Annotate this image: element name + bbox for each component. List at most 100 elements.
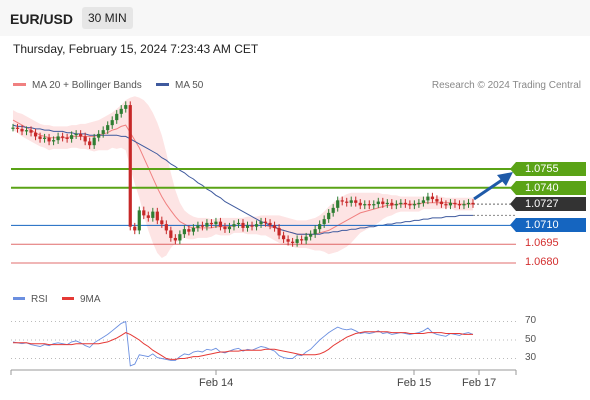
- candle-body: [97, 133, 101, 138]
- candle-body: [435, 199, 439, 202]
- candle-body: [250, 225, 254, 227]
- candle-body: [47, 137, 51, 142]
- candle-body: [214, 221, 218, 225]
- candle-body: [38, 136, 42, 139]
- candle-body: [254, 224, 259, 227]
- candle-body: [137, 210, 141, 231]
- candle-body: [331, 207, 335, 213]
- candle-body: [439, 201, 444, 205]
- candle-body: [263, 221, 268, 223]
- candle-body: [128, 105, 132, 227]
- rsi-line: [12, 320, 474, 367]
- candle-body: [412, 204, 416, 206]
- candle-body: [327, 212, 331, 220]
- candle-body: [65, 137, 69, 139]
- legend-rsi: RSI: [13, 294, 48, 305]
- candle-body: [363, 204, 367, 206]
- candle-body: [169, 230, 173, 238]
- candle-body: [83, 136, 87, 142]
- candle-body: [232, 224, 236, 227]
- candle-body: [241, 222, 245, 228]
- candle-body: [61, 136, 65, 138]
- candle-body: [119, 108, 123, 114]
- candle-body: [345, 201, 349, 203]
- candle-body: [101, 130, 105, 134]
- candle-body: [106, 125, 110, 131]
- candle-body: [173, 237, 177, 241]
- candle-body: [309, 234, 313, 237]
- candle-body: [295, 239, 299, 243]
- candle-body: [322, 219, 326, 225]
- candle-body: [124, 105, 128, 109]
- candle-body: [421, 200, 425, 203]
- candle-body: [11, 127, 15, 129]
- candle-body: [453, 202, 457, 205]
- datetime-label: Thursday, February 15, 2024 7:23:43 AM C…: [13, 42, 259, 56]
- rsi-tick-70: 70: [525, 315, 537, 326]
- ma20-swatch: [13, 82, 26, 86]
- legend-ma9-label: 9MA: [80, 294, 101, 305]
- candle-body: [160, 220, 164, 225]
- candle-body: [151, 211, 155, 218]
- candle-body: [133, 226, 137, 231]
- candle-body: [79, 133, 83, 137]
- candle-body: [88, 141, 92, 146]
- candle-body: [403, 202, 407, 205]
- candle-body: [164, 224, 168, 231]
- top-bar: EUR/USD 30 MIN: [0, 0, 590, 36]
- legend-ma50: MA 50: [156, 80, 203, 91]
- ma9-swatch: [62, 296, 74, 300]
- candle-body: [376, 201, 380, 205]
- candle-body: [245, 225, 250, 228]
- candle-body: [399, 202, 403, 205]
- candle-body: [277, 227, 281, 236]
- rsi-tick-50: 50: [525, 334, 537, 345]
- candle-body: [381, 201, 385, 205]
- candle-body: [218, 221, 223, 227]
- candle-body: [349, 200, 353, 203]
- candle-body: [74, 133, 78, 136]
- candle-body: [92, 137, 96, 146]
- level-label-10680: 1.0680: [525, 256, 559, 268]
- candle-body: [336, 200, 340, 208]
- ma50-swatch: [156, 82, 169, 86]
- rsi-tick-30: 30: [525, 352, 537, 363]
- candle-body: [385, 202, 389, 205]
- forecast-arrow-head: [497, 172, 513, 186]
- legend-ma9: 9MA: [62, 294, 101, 305]
- candle-body: [268, 222, 272, 226]
- ma9-line: [13, 331, 473, 360]
- candle-body: [462, 204, 466, 206]
- currency-pair: EUR/USD: [10, 11, 74, 27]
- candle-body: [457, 204, 462, 206]
- candle-body: [471, 202, 475, 205]
- candle-body: [313, 229, 317, 235]
- candle-body: [227, 226, 232, 230]
- candle-body: [110, 120, 114, 126]
- level-tag-10755: 1.0755: [510, 162, 586, 176]
- candle-body: [426, 196, 430, 201]
- legend-ma20: MA 20 + Bollinger Bands: [13, 80, 142, 91]
- candle-body: [286, 239, 290, 242]
- level-tag-10710: 1.0710: [510, 218, 586, 233]
- candle-body: [56, 136, 60, 141]
- candle-body: [209, 222, 214, 225]
- candle-body: [182, 229, 186, 235]
- candle-body: [15, 127, 20, 129]
- candle-body: [444, 204, 448, 206]
- level-label-10695: 1.0695: [525, 237, 559, 250]
- candle-body: [259, 221, 263, 225]
- candle-body: [146, 215, 150, 218]
- candle-body: [223, 226, 227, 230]
- x-label-feb15: Feb 15: [397, 377, 432, 389]
- candle-body: [33, 132, 38, 137]
- bollinger-band: [13, 96, 473, 258]
- candle-body: [394, 204, 398, 206]
- candle-body: [187, 229, 191, 232]
- candle-body: [205, 222, 209, 227]
- x-label-feb17: Feb 17: [462, 377, 497, 389]
- candle-body: [417, 202, 421, 205]
- candle-body: [178, 234, 182, 241]
- timeframe-button[interactable]: 30 MIN: [82, 7, 133, 29]
- candle-body: [291, 241, 295, 243]
